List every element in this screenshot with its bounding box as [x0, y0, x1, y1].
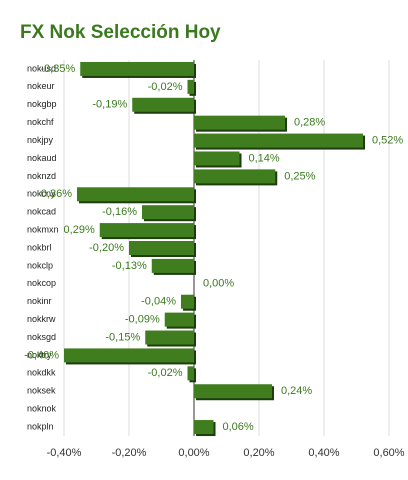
value-label: 0,28%: [294, 117, 325, 129]
y-tick-label: nokcny: [27, 189, 56, 199]
y-tick-label: nokpln: [27, 421, 54, 431]
value-label: 0,24%: [281, 385, 312, 397]
y-tick-label: nokusd: [27, 63, 56, 73]
value-label: -0,36%: [37, 188, 72, 200]
bar: [194, 151, 240, 166]
value-label: -0,35%: [40, 63, 75, 75]
bar: [194, 384, 272, 399]
value-label: 0,00%: [203, 278, 234, 290]
bar: [194, 169, 276, 184]
bar: [99, 223, 194, 238]
x-tick-label: -0,40%: [47, 447, 82, 459]
y-tick-label: nokcad: [27, 207, 56, 217]
value-label: -0,09%: [125, 314, 160, 326]
y-tick-label: nokaud: [27, 153, 57, 163]
x-tick-label: 0,00%: [178, 447, 209, 459]
x-tick-label: 0,20%: [243, 447, 274, 459]
value-label: 0,29%: [64, 224, 95, 236]
y-tick-label: noknok: [27, 404, 57, 414]
y-tick-label: nokcop: [27, 278, 56, 288]
bar: [187, 79, 194, 94]
y-tick-label: nokclp: [27, 260, 53, 270]
y-tick-label: noknzd: [27, 171, 56, 181]
y-tick-label: nokkrw: [27, 314, 56, 324]
value-label: -0,19%: [92, 99, 127, 111]
bar: [142, 205, 194, 220]
bar: [151, 258, 194, 273]
y-tick-label: noktry: [27, 350, 52, 360]
value-label: -0,13%: [112, 260, 147, 272]
bar: [194, 115, 285, 130]
value-label: 0,14%: [249, 152, 280, 164]
bar: [164, 312, 194, 327]
x-tick-label: 0,60%: [373, 447, 404, 459]
bar: [181, 294, 194, 309]
bar: [64, 348, 194, 363]
bar: [145, 330, 194, 345]
bar: [194, 420, 214, 435]
bar: [80, 61, 194, 76]
x-tick-label: -0,20%: [112, 447, 147, 459]
value-label: -0,16%: [102, 206, 137, 218]
y-tick-label: nokgbp: [27, 99, 57, 109]
y-tick-label: nokinr: [27, 296, 52, 306]
y-tick-label: nokmxn: [27, 224, 59, 234]
y-tick-label: noksek: [27, 386, 56, 396]
bar: [132, 97, 194, 112]
y-tick-label: noksgd: [27, 332, 56, 342]
value-label: -0,40%: [24, 349, 59, 361]
bar: [187, 366, 194, 381]
bar: [77, 187, 194, 202]
value-label: -0,04%: [141, 296, 176, 308]
value-label: -0,20%: [89, 242, 124, 254]
value-label: 0,06%: [223, 421, 254, 433]
value-label: -0,02%: [148, 367, 183, 379]
value-label: -0,15%: [105, 331, 140, 343]
value-label: 0,52%: [372, 134, 403, 146]
bar: [194, 133, 363, 148]
y-tick-label: nokeur: [27, 81, 55, 91]
y-tick-label: nokdkk: [27, 368, 56, 378]
y-tick-label: nokjpy: [27, 135, 54, 145]
bar: [129, 241, 194, 255]
y-tick-label: nokbrl: [27, 242, 52, 252]
y-tick-label: nokchf: [27, 117, 54, 127]
x-tick-label: 0,40%: [308, 447, 339, 459]
value-label: 0,25%: [284, 170, 315, 182]
chart-title: FX Nok Selección Hoy: [20, 22, 221, 43]
value-label: -0,02%: [148, 81, 183, 93]
